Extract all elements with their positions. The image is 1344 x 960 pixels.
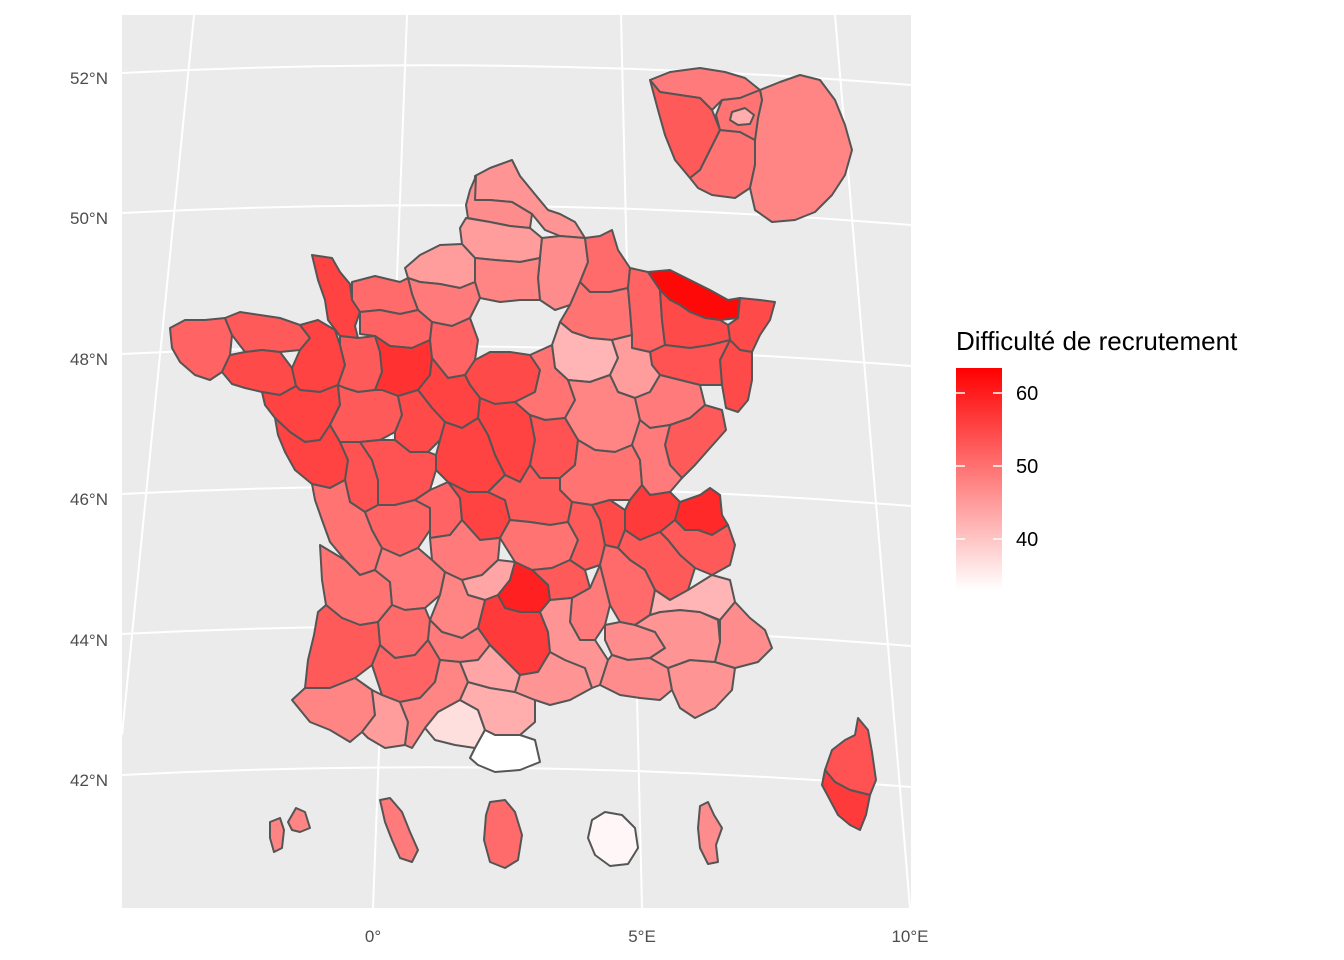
region-oise <box>474 257 541 303</box>
legend-label-60: 60 <box>1016 383 1038 405</box>
region-corse-du-sud <box>821 769 871 831</box>
legend-title: Difficulté de recrutement <box>956 326 1238 356</box>
region-mayotte <box>697 801 723 865</box>
x-tick-label-0: 0° <box>365 927 381 946</box>
region-la-reunion <box>587 811 639 867</box>
region-alpes-maritimes <box>714 601 773 669</box>
x-tick-label-10: 10°E <box>891 927 928 946</box>
y-tick-label-44: 44°N <box>70 631 108 650</box>
region-guyane <box>483 799 523 869</box>
graticule-lon-m5 <box>121 14 195 736</box>
graticule-lat-48 <box>121 345 912 367</box>
region-pyrenees-orientales <box>469 729 541 773</box>
legend-label-40: 40 <box>1016 529 1038 551</box>
region-jura <box>631 419 683 496</box>
y-tick-label-50: 50°N <box>70 209 108 228</box>
region-pas-de-calais <box>465 175 533 229</box>
region-dordogne <box>374 547 446 611</box>
legend: Difficulté de recrutement 60 50 40 <box>956 326 1238 590</box>
region-guadeloupe <box>269 807 311 853</box>
y-tick-label-52: 52°N <box>70 69 108 88</box>
region-mayenne <box>337 335 383 393</box>
x-tick-label-5: 5°E <box>628 927 656 946</box>
region-martinique <box>379 797 419 863</box>
region-paris <box>729 107 755 126</box>
departements <box>169 67 877 869</box>
legend-colorbar <box>956 368 1002 590</box>
y-tick-label-48: 48°N <box>70 350 108 369</box>
y-tick-label-46: 46°N <box>70 490 108 509</box>
y-axis: 42°N 44°N 46°N 48°N 50°N 52°N <box>70 69 108 790</box>
region-gard <box>539 597 609 689</box>
region-vienne <box>359 439 437 506</box>
x-axis: 0° 5°E 10°E <box>365 927 929 946</box>
legend-label-50: 50 <box>1016 456 1038 478</box>
region-hautes-pyrenees <box>361 689 409 749</box>
region-manche <box>311 254 361 339</box>
region-maine-et-loire <box>329 384 403 443</box>
region-calvados <box>351 275 419 315</box>
y-tick-label-42: 42°N <box>70 771 108 790</box>
